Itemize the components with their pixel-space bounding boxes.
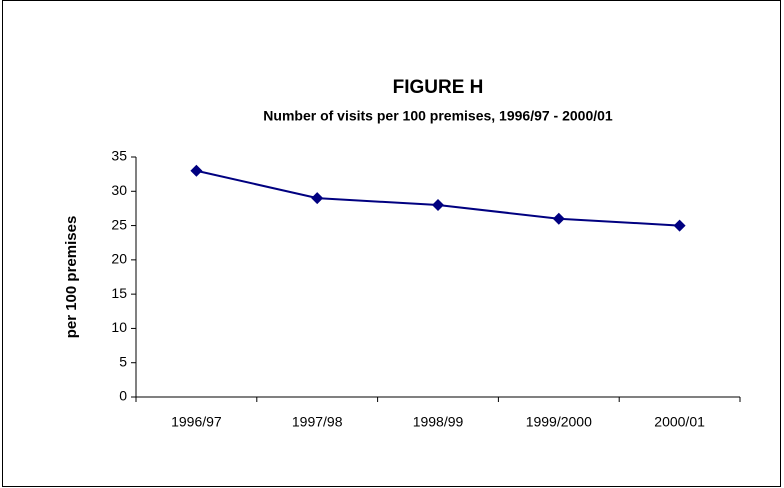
marker (311, 192, 324, 205)
chart-subtitle: Number of visits per 100 premises, 1996/… (263, 108, 613, 124)
x-tick-label: 1996/97 (171, 414, 222, 430)
x-tick-label: 1999/2000 (526, 414, 592, 430)
y-tick-label: 25 (111, 216, 127, 232)
y-tick-label: 5 (119, 353, 127, 369)
x-tick-label: 1998/99 (413, 414, 464, 430)
y-tick-label: 10 (111, 319, 127, 335)
x-tick-label: 2000/01 (654, 414, 705, 430)
chart-title: FIGURE H (393, 77, 484, 98)
marker (673, 219, 686, 232)
marker (432, 199, 444, 211)
y-tick-label: 20 (111, 251, 127, 267)
marker (190, 164, 203, 177)
y-tick-label: 35 (111, 148, 127, 164)
y-tick-label: 0 (119, 388, 127, 404)
x-tick-label: 1997/98 (292, 414, 343, 430)
y-tick-label: 30 (111, 182, 127, 198)
marker (552, 212, 565, 225)
y-axis-label: per 100 premises (63, 216, 80, 339)
y-tick-label: 15 (111, 285, 127, 301)
